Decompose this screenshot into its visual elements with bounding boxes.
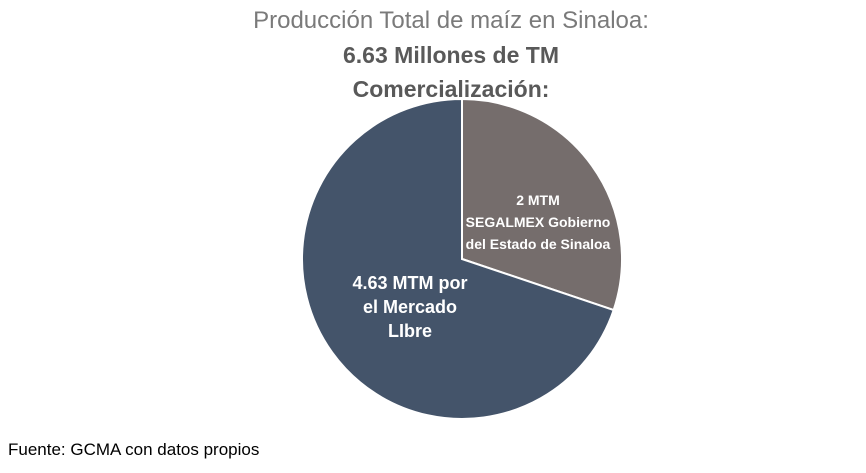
chart-title: Producción Total de maíz en Sinaloa: 6.6… bbox=[0, 4, 866, 106]
pie-slice-label-0: 2 MTM SEGALMEX Gobierno del Estado de Sina… bbox=[466, 192, 611, 252]
pie-slice-0 bbox=[461, 97, 623, 312]
title-line-production: Producción Total de maíz en Sinaloa: bbox=[253, 7, 649, 34]
source-note: Fuente: GCMA con datos propios bbox=[8, 440, 260, 459]
pie-slice-label-1: 4.63 MTM por el Mercado LIbre bbox=[352, 273, 467, 341]
pie-slice-1 bbox=[301, 97, 615, 420]
title-line-commercialization: Comercialización: bbox=[352, 76, 550, 102]
title-line-total: 6.63 Millones de TM bbox=[343, 42, 559, 68]
